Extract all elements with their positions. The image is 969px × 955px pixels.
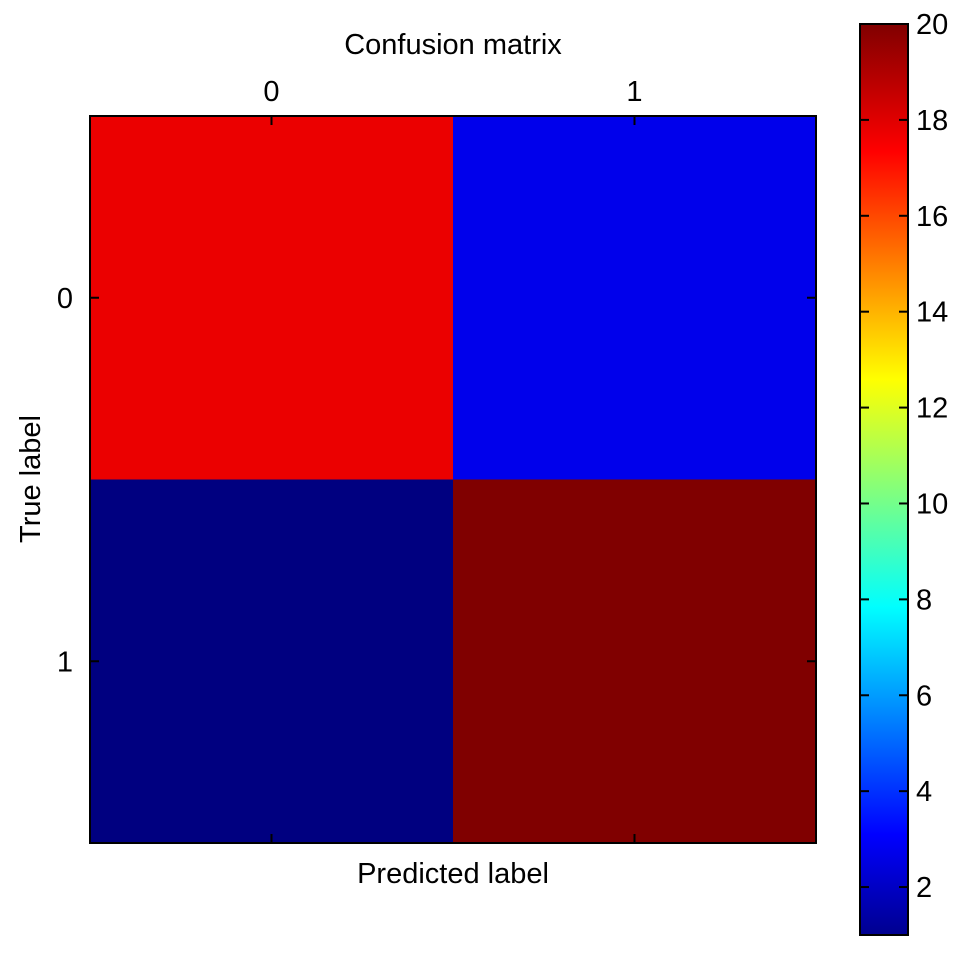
y-axis-label: True label: [15, 415, 47, 543]
y-tick-label-0: 0: [57, 283, 73, 315]
heatmap-cell-1-0: [90, 479, 454, 844]
colorbar-tick-label-1: 4: [916, 776, 932, 808]
colorbar-tick-label-3: 8: [916, 584, 932, 616]
heatmap-cell-0-1: [453, 116, 817, 480]
plot-frame: [89, 115, 817, 844]
heatmap-cell-0-0: [90, 116, 454, 480]
y-tick-label-1: 1: [57, 646, 73, 678]
colorbar: [859, 23, 909, 936]
colorbar-tick-label-8: 18: [916, 105, 948, 137]
x-axis-label: Predicted label: [357, 858, 549, 890]
colorbar-tick-label-0: 2: [916, 872, 932, 904]
heatmap-cell-1-1: [453, 479, 817, 844]
colorbar-tick-label-4: 10: [916, 488, 948, 520]
x-tick-label-1: 1: [626, 76, 642, 108]
colorbar-tick-label-6: 14: [916, 297, 948, 329]
chart-title: Confusion matrix: [344, 29, 562, 61]
colorbar-tick-label-5: 12: [916, 393, 948, 425]
x-tick-label-0: 0: [263, 76, 279, 108]
heatmap-cells: [90, 116, 817, 844]
axis-ticks: 0 1 0 1: [57, 76, 816, 843]
colorbar-ticks: 2 4 6 8 10 12 14 16 18 20: [860, 9, 948, 904]
colorbar-tick-label-9: 20: [916, 9, 948, 41]
colorbar-tick-label-7: 16: [916, 201, 948, 233]
colorbar-tick-label-2: 6: [916, 680, 932, 712]
